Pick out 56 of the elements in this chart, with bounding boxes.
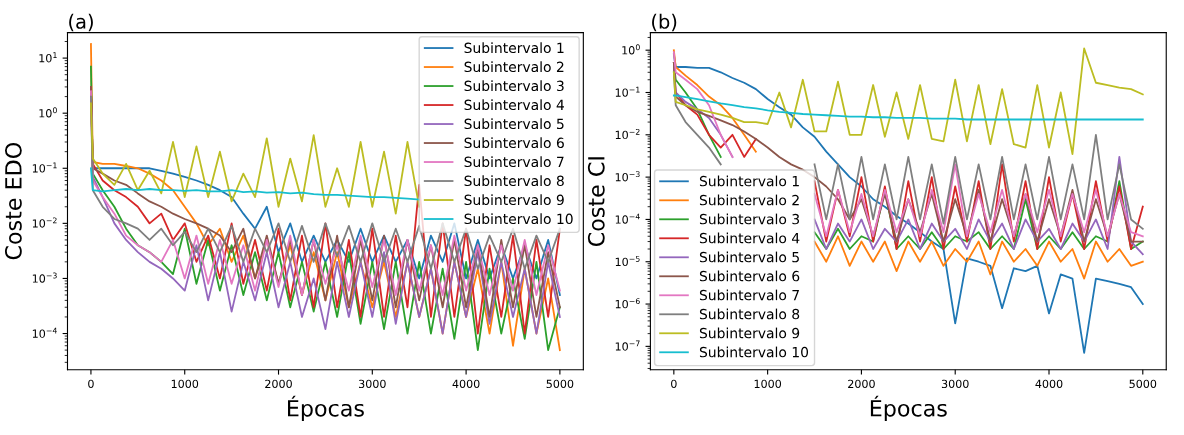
y-tick-label: 10$^{−5}$ xyxy=(615,255,640,267)
legend-label: Subintervalo 10 xyxy=(699,346,809,358)
legend-label: Subintervalo 2 xyxy=(464,61,564,73)
y-tick-label: 10$^{0}$ xyxy=(39,107,57,118)
x-tick-label: 0 xyxy=(671,379,677,389)
legend-label: Subintervalo 1 xyxy=(464,42,564,54)
y-tick-label: 10$^{−2}$ xyxy=(32,217,57,228)
x-axis-title: Épocas xyxy=(870,395,947,421)
y-tick-label: 10$^{1}$ xyxy=(39,52,57,63)
x-tick-label: 4000 xyxy=(452,379,480,389)
chart-title: (a) xyxy=(69,13,93,32)
line-series xyxy=(90,167,421,201)
legend-label: Subintervalo 8 xyxy=(464,175,564,187)
x-tick-label: 2000 xyxy=(848,379,875,389)
line-series xyxy=(672,94,1144,121)
legend-label: Subintervalo 4 xyxy=(699,232,800,244)
y-tick-label: 10$^{0}$ xyxy=(622,44,640,55)
legend-label: Subintervalo 5 xyxy=(699,251,799,263)
y-tick-label: 10$^{−3}$ xyxy=(615,171,640,182)
y-axis-title: Coste CI xyxy=(587,157,605,247)
legend-label: Subintervalo 9 xyxy=(699,327,800,339)
x-tick-label: 0 xyxy=(88,379,94,389)
x-tick-label: 5000 xyxy=(1129,379,1157,389)
y-tick-label: 10$^{−1}$ xyxy=(615,86,640,97)
chart-title: (b) xyxy=(652,13,677,32)
legend-label: Subintervalo 3 xyxy=(699,213,800,225)
y-tick-label: 10$^{−1}$ xyxy=(32,162,57,173)
legend-label: Subintervalo 5 xyxy=(464,118,564,130)
y-tick-label: 10$^{−3}$ xyxy=(32,272,57,283)
legend-label: Subintervalo 7 xyxy=(699,289,799,301)
x-tick-label: 3000 xyxy=(359,379,386,389)
y-axis-title: Coste EDO xyxy=(4,143,22,260)
x-tick-label: 2000 xyxy=(265,379,292,389)
legend-label: Subintervalo 8 xyxy=(699,308,800,320)
legend-label: Subintervalo 7 xyxy=(464,156,564,168)
line-series xyxy=(90,102,421,215)
legend-label: Subintervalo 4 xyxy=(464,99,564,111)
y-tick-label: 10$^{−4}$ xyxy=(32,327,57,338)
legend-label: Subintervalo 2 xyxy=(699,194,799,206)
x-axis-title: Épocas xyxy=(288,395,364,421)
x-tick-label: 3000 xyxy=(941,379,969,389)
x-tick-label: 5000 xyxy=(546,379,574,389)
x-tick-label: 4000 xyxy=(1035,379,1063,389)
legend-label: Subintervalo 6 xyxy=(464,137,564,149)
legend-label: Subintervalo 3 xyxy=(464,80,564,92)
x-tick-label: 1000 xyxy=(754,379,782,389)
legend-label: Subintervalo 10 xyxy=(464,213,573,225)
y-tick-label: 10$^{−7}$ xyxy=(615,340,640,351)
y-tick-label: 10$^{−2}$ xyxy=(615,128,640,140)
legend-label: Subintervalo 1 xyxy=(699,175,799,187)
y-tick-label: 10$^{−4}$ xyxy=(615,213,640,224)
legend-label: Subintervalo 9 xyxy=(464,194,564,206)
y-tick-label: 10$^{−6}$ xyxy=(615,298,640,309)
line-series xyxy=(672,47,1144,156)
x-tick-label: 1000 xyxy=(171,379,199,389)
legend-label: Subintervalo 6 xyxy=(699,270,800,282)
